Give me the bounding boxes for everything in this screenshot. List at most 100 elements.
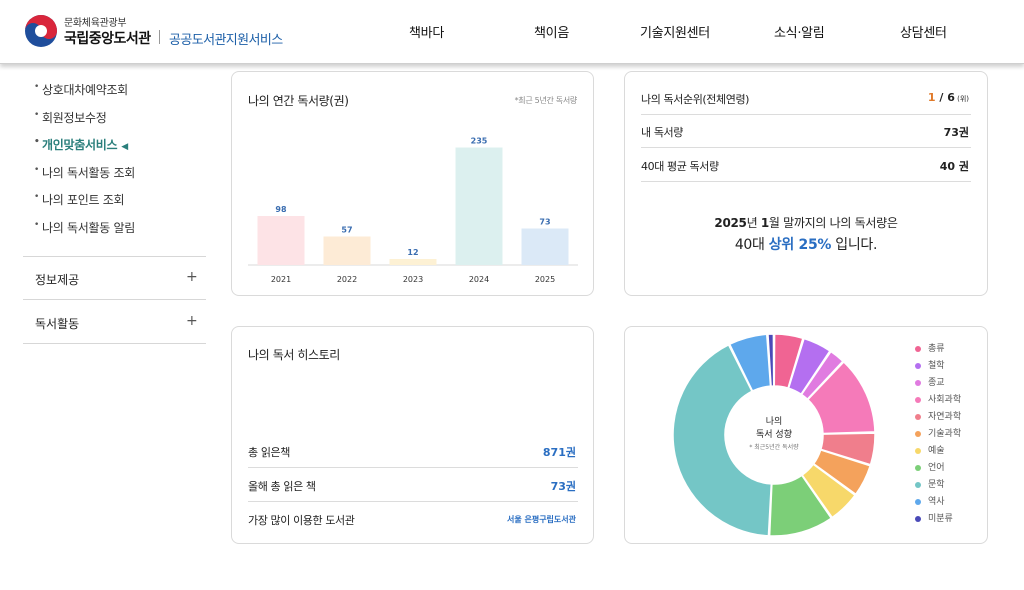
- sidebar-item-member-info[interactable]: • 회원정보수정: [34, 109, 107, 126]
- x-tick-label: 2025: [535, 275, 555, 284]
- sidebar-item-reading-activity[interactable]: • 나의 독서활동 조회: [34, 164, 135, 181]
- x-tick-label: 2021: [271, 275, 291, 284]
- donut-slice[interactable]: [768, 474, 833, 537]
- this-year-label: 올해 총 읽은 책: [248, 480, 316, 493]
- service-name[interactable]: 공공도서관지원서비스: [169, 33, 283, 48]
- legend-label: 종교: [928, 378, 945, 388]
- favorite-library-value[interactable]: 서울 은평구립도서관: [506, 515, 576, 524]
- legend-swatch: [915, 363, 921, 369]
- org-subtitle: 문화체육관광부: [64, 18, 127, 29]
- rank-value: 1 / 6 (위): [928, 91, 969, 104]
- sidebar-section-reading[interactable]: 독서활동: [35, 317, 80, 331]
- summary-year: 2025: [714, 216, 747, 230]
- donut-slice[interactable]: [767, 333, 775, 387]
- active-arrow-icon: ◀: [121, 142, 128, 152]
- legend-swatch: [915, 448, 921, 454]
- bar[interactable]: [389, 259, 437, 265]
- donut-slice[interactable]: [672, 343, 773, 537]
- summary-text: 월 말까지의 나의 독서량은: [768, 216, 898, 230]
- legend-label: 사회과학: [928, 395, 962, 405]
- rank-summary-line1: 2025년 1월 말까지의 나의 독서량은: [625, 214, 987, 231]
- sidebar-item-label: 나의 포인트 조회: [42, 193, 125, 207]
- rank-row-my-count: 내 독서량 73권: [641, 114, 971, 148]
- legend-item: 철학: [915, 360, 945, 372]
- x-tick-label: 2024: [469, 275, 489, 284]
- bar[interactable]: [455, 147, 503, 266]
- legend-label: 미분류: [928, 514, 953, 524]
- sidebar-item-interloan-reservation[interactable]: • 상호대차예약조회: [34, 81, 128, 98]
- legend-item: 사회과학: [915, 394, 961, 406]
- favorite-library-label: 가장 많이 이용한 도서관: [248, 514, 355, 527]
- sidebar-item-label: 나의 독서활동 알림: [42, 221, 135, 235]
- sidebar-item-label: 상호대차예약조회: [42, 83, 128, 97]
- org-name[interactable]: 국립중앙도서관: [64, 31, 151, 47]
- total-read-label: 총 읽은책: [248, 446, 290, 459]
- legend-label: 철학: [928, 361, 945, 371]
- sidebar-item-personalized-service[interactable]: • 개인맞춤서비스 ◀: [34, 136, 128, 153]
- sidebar-item-points[interactable]: • 나의 포인트 조회: [34, 191, 125, 208]
- bullet-icon: •: [34, 137, 40, 147]
- bar-value-label: 98: [275, 205, 287, 214]
- bar-value-label: 12: [407, 248, 418, 257]
- bar[interactable]: [521, 228, 569, 266]
- sidebar-section-info[interactable]: 정보제공: [35, 273, 80, 287]
- donut-center-title: 독서 성향: [756, 428, 792, 440]
- nav-item-tech-support[interactable]: 기술지원센터: [640, 26, 710, 41]
- summary-month: 1: [760, 216, 769, 230]
- legend-item: 미분류: [915, 513, 953, 525]
- rank-summary-line2: 40대 상위 25% 입니다.: [625, 234, 987, 254]
- government-emblem-icon[interactable]: [24, 14, 58, 48]
- legend-item: 총류: [915, 343, 945, 355]
- legend-label: 언어: [928, 463, 945, 473]
- bullet-icon: •: [34, 165, 40, 175]
- sidebar-item-label: 나의 독서활동 조회: [42, 166, 135, 180]
- average-label: 40대 평균 독서량: [641, 160, 719, 173]
- sidebar-item-partial: · · · · · · · · ·: [36, 66, 136, 71]
- annual-reading-title: 나의 연간 독서량(권): [248, 94, 349, 108]
- donut-center-note: * 최근5년간 독서량: [749, 443, 799, 451]
- legend-label: 총류: [928, 344, 945, 354]
- annual-reading-bar-chart: 98 2021 57 2022 12 2023 235 2024 73 2025: [248, 137, 578, 284]
- donut-slice[interactable]: [728, 333, 772, 392]
- legend-item: 역사: [915, 496, 945, 508]
- legend-item: 문학: [915, 479, 945, 491]
- bullet-icon: •: [34, 192, 40, 202]
- rank-total: / 6: [935, 91, 955, 104]
- rank-label: 나의 독서순위(전체연령): [641, 93, 750, 106]
- expand-plus-icon[interactable]: +: [186, 269, 198, 285]
- nav-item-news[interactable]: 소식·알림: [774, 26, 825, 41]
- legend-item: 종교: [915, 377, 945, 389]
- nav-item-chaekieum[interactable]: 책이음: [534, 26, 569, 41]
- sidebar-item-label: 개인맞춤서비스: [42, 138, 118, 152]
- bar[interactable]: [257, 216, 305, 265]
- legend-swatch: [915, 414, 921, 420]
- legend-label: 역사: [928, 497, 945, 507]
- my-count-value: 73권: [943, 126, 969, 139]
- legend-swatch: [915, 482, 921, 488]
- summary-ending: 입니다.: [831, 237, 878, 253]
- bullet-icon: •: [34, 220, 40, 230]
- donut-slice[interactable]: [806, 360, 875, 435]
- nav-item-consulting[interactable]: 상담센터: [900, 26, 947, 41]
- site-header: 문화체육관광부 국립중앙도서관 공공도서관지원서비스 책바다 책이음 기술지원센…: [0, 0, 1024, 64]
- legend-swatch: [915, 516, 921, 522]
- summary-percentile: 상위 25%: [768, 237, 832, 253]
- legend-item: 자연과학: [915, 411, 961, 423]
- nav-item-chaekbada[interactable]: 책바다: [409, 26, 444, 41]
- legend-label: 문학: [928, 480, 945, 490]
- legend-swatch: [915, 346, 921, 352]
- legend-swatch: [915, 431, 921, 437]
- history-row-this-year: 올해 총 읽은 책 73권: [248, 468, 578, 502]
- expand-plus-icon[interactable]: +: [186, 313, 198, 329]
- legend-swatch: [915, 397, 921, 403]
- sidebar-divider: [23, 299, 206, 300]
- sidebar-item-reading-alerts[interactable]: • 나의 독서활동 알림: [34, 219, 135, 236]
- annual-reading-note: *최근 5년간 독서량: [514, 96, 578, 105]
- my-count-label: 내 독서량: [641, 126, 683, 139]
- bullet-icon: •: [34, 110, 40, 120]
- rank-current: 1: [927, 91, 936, 104]
- x-tick-label: 2022: [337, 275, 357, 284]
- bar[interactable]: [323, 236, 371, 266]
- this-year-value: 73권: [550, 480, 576, 493]
